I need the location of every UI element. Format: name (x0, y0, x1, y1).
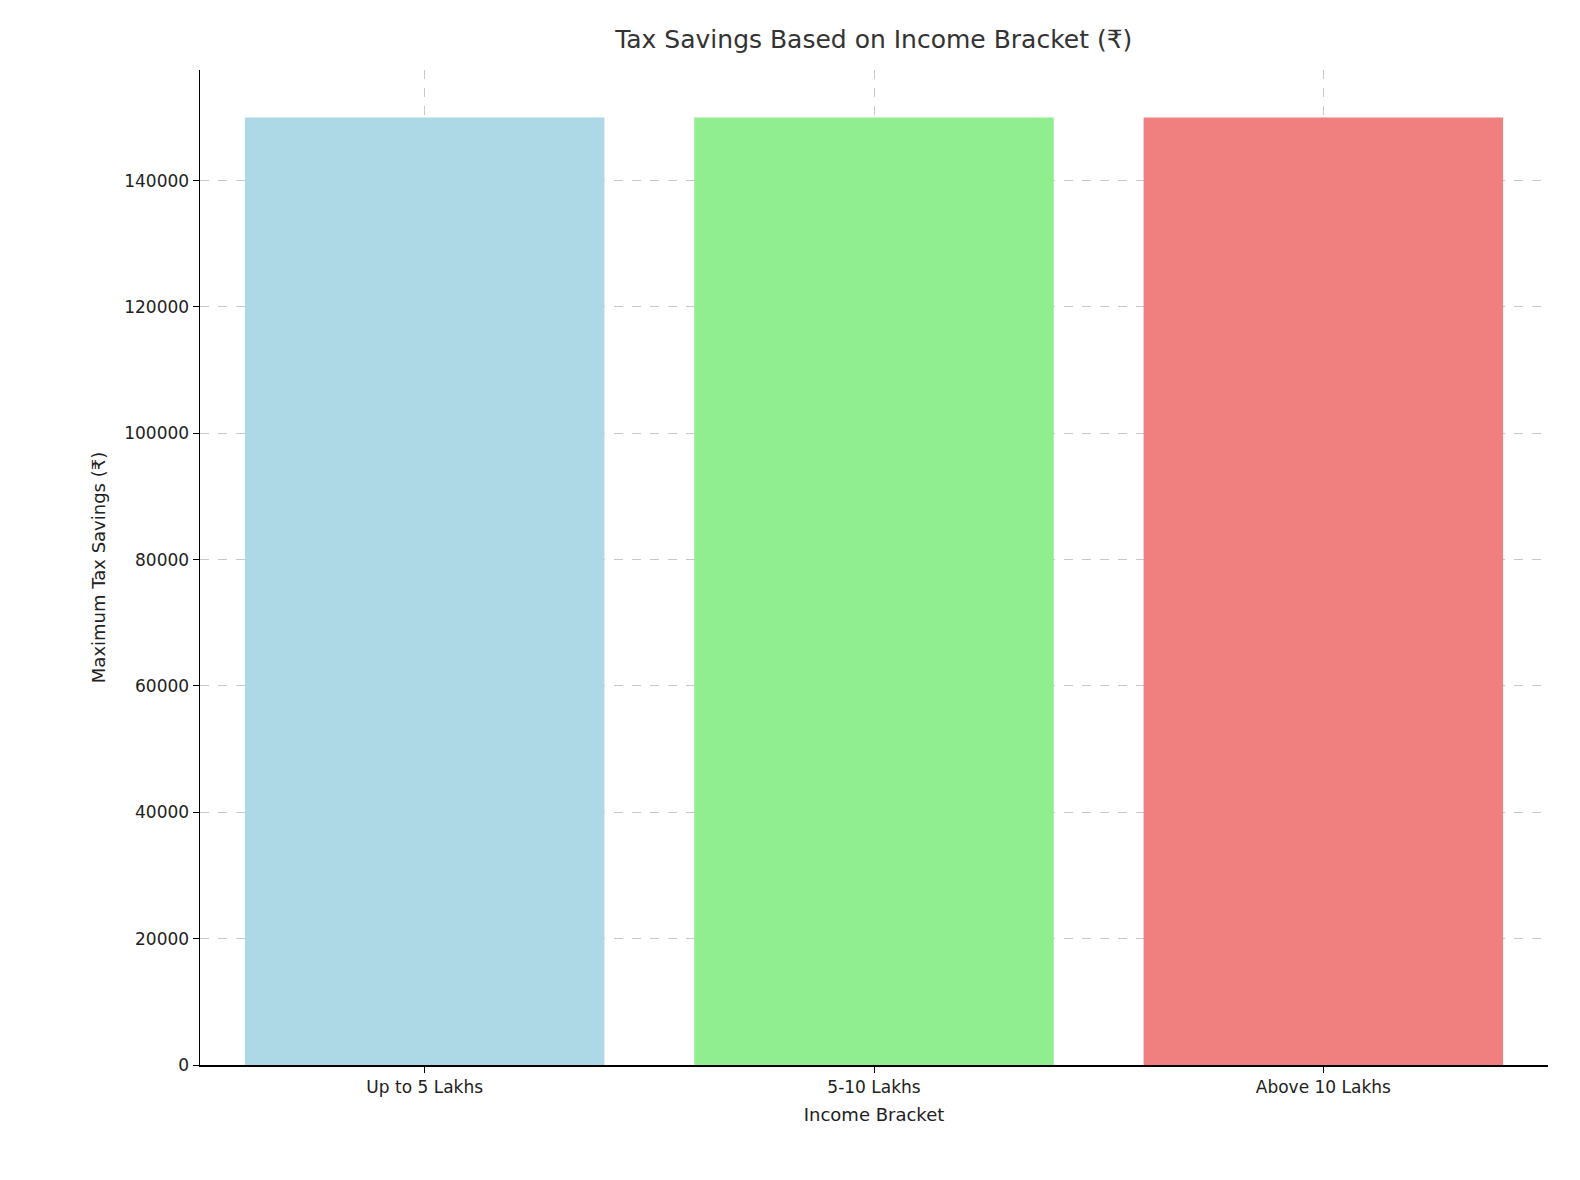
svg-text:20000: 20000 (135, 929, 189, 949)
svg-text:80000: 80000 (135, 550, 189, 570)
svg-text:Above 10 Lakhs: Above 10 Lakhs (1256, 1077, 1391, 1097)
svg-text:120000: 120000 (124, 297, 189, 317)
svg-text:140000: 140000 (124, 171, 189, 191)
svg-text:5-10 Lakhs: 5-10 Lakhs (827, 1077, 920, 1097)
svg-text:Tax Savings Based on Income Br: Tax Savings Based on Income Bracket (₹) (614, 25, 1132, 54)
svg-text:Maximum Tax Savings (₹): Maximum Tax Savings (₹) (88, 452, 109, 683)
svg-text:100000: 100000 (124, 423, 189, 443)
svg-text:60000: 60000 (135, 676, 189, 696)
svg-text:Income Bracket: Income Bracket (804, 1104, 945, 1125)
svg-text:40000: 40000 (135, 802, 189, 822)
svg-text:0: 0 (178, 1055, 189, 1075)
svg-text:Up to 5 Lakhs: Up to 5 Lakhs (366, 1077, 483, 1097)
